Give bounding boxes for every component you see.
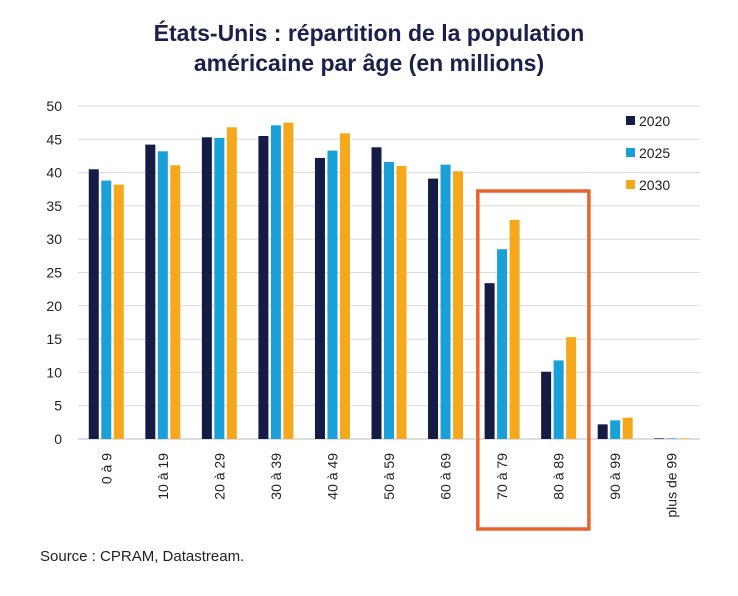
bar-2025 — [327, 150, 338, 439]
x-tick-label: 90 à 99 — [607, 453, 623, 500]
bar-2020 — [258, 135, 269, 439]
bar-2025 — [666, 438, 677, 439]
x-tick-label: 60 à 69 — [438, 453, 454, 500]
bar-2020 — [371, 147, 382, 440]
bar-2025 — [497, 249, 508, 439]
bar-2025 — [157, 151, 168, 439]
bar-2030 — [622, 417, 633, 439]
highlight-box — [476, 189, 591, 531]
bar-2030 — [566, 337, 577, 439]
y-tick-label: 15 — [46, 331, 62, 347]
bar-2020 — [597, 424, 608, 439]
x-tick-label: 80 à 89 — [551, 453, 567, 500]
bar-2025 — [270, 125, 281, 440]
legend-label-2030: 2030 — [639, 177, 670, 193]
x-tick-label: 70 à 79 — [494, 453, 510, 500]
bar-2030 — [509, 219, 520, 439]
bar-2030 — [170, 165, 181, 440]
x-tick-label: plus de 99 — [664, 453, 680, 518]
bar-2030 — [283, 122, 294, 440]
y-tick-label: 30 — [46, 231, 62, 247]
bar-2025 — [214, 137, 225, 439]
y-tick-label: 25 — [46, 265, 62, 281]
y-tick-label: 0 — [54, 431, 62, 447]
y-tick-label: 45 — [46, 131, 62, 147]
legend-swatch-2025 — [626, 148, 635, 157]
bar-2030 — [339, 133, 350, 439]
bar-2020 — [541, 371, 552, 439]
bar-2020 — [88, 169, 99, 439]
bar-2020 — [428, 178, 439, 439]
y-tick-label: 10 — [46, 364, 62, 380]
bar-2020 — [201, 137, 212, 439]
x-tick-label: 10 à 19 — [155, 453, 171, 500]
bar-2025 — [610, 420, 621, 439]
x-tick-label: 0 à 9 — [98, 453, 114, 484]
bar-2030 — [679, 438, 690, 439]
chart-title: États-Unis : répartition de la populatio… — [0, 18, 738, 78]
x-tick-label: 30 à 39 — [268, 453, 284, 500]
y-tick-label: 40 — [46, 165, 62, 181]
x-tick-label: 40 à 49 — [324, 453, 340, 500]
bar-2030 — [113, 184, 124, 439]
bar-2025 — [553, 360, 564, 439]
bar-2020 — [145, 144, 156, 440]
x-tick-label: 20 à 29 — [211, 453, 227, 500]
bar-2030 — [226, 127, 237, 439]
bar-2025 — [384, 161, 394, 439]
bar-2030 — [453, 171, 464, 439]
legend-label-2020: 2020 — [639, 113, 670, 129]
y-tick-label: 5 — [54, 398, 62, 414]
legend-swatch-2020 — [626, 116, 635, 125]
source-note: Source : CPRAM, Datastream. — [40, 548, 245, 565]
legend-swatch-2030 — [626, 180, 635, 189]
bar-2020 — [314, 157, 325, 439]
bar-2020 — [484, 283, 495, 439]
y-tick-label: 35 — [46, 198, 62, 214]
y-tick-label: 50 — [46, 98, 62, 114]
x-tick-label: 50 à 59 — [381, 453, 397, 500]
bar-2025 — [101, 180, 112, 440]
bar-2025 — [440, 164, 451, 439]
bar-2030 — [396, 165, 407, 439]
chart-title-line-1: États-Unis : répartition de la populatio… — [153, 20, 585, 46]
chart-title-line-2: américaine par âge (en millions) — [193, 50, 545, 76]
y-tick-label: 20 — [46, 298, 62, 314]
legend-label-2025: 2025 — [639, 145, 670, 161]
bar-2020 — [654, 438, 665, 439]
